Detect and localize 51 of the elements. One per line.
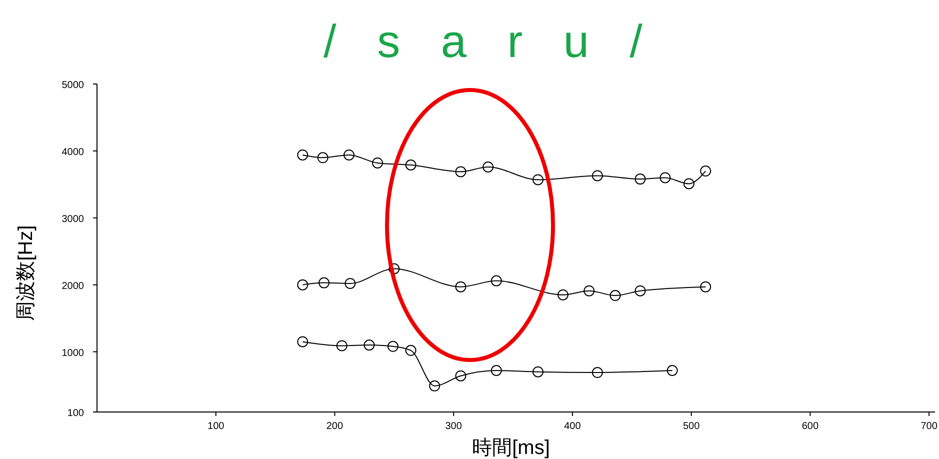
point: [372, 157, 384, 168]
point: [297, 336, 308, 348]
y-tick-label: 100: [67, 408, 84, 419]
x-tick-label: 300: [445, 421, 462, 432]
x-tick-label: 100: [208, 421, 225, 432]
x-tick-label: 400: [564, 421, 582, 432]
point: [490, 365, 502, 376]
point: [592, 367, 603, 378]
point: [700, 166, 712, 177]
point: [387, 340, 398, 352]
point: [405, 159, 416, 170]
y-tick-label: 3000: [62, 214, 84, 225]
point: [532, 366, 544, 378]
point: [455, 166, 466, 178]
point: [405, 344, 416, 356]
y-tick-label: 1000: [62, 348, 84, 359]
point: [634, 174, 646, 185]
x-axis-title: 時間[ms]: [472, 437, 550, 459]
point: [344, 278, 356, 289]
point: [666, 365, 678, 376]
chart-title: / s a r u /: [324, 15, 656, 67]
x-tick-label: 600: [802, 421, 819, 432]
point: [297, 279, 308, 290]
point: [429, 380, 440, 392]
y-axis-title: 周波数[Hz]: [15, 225, 37, 321]
x-tick-label: 700: [920, 421, 938, 432]
point: [343, 149, 354, 160]
point: [297, 149, 308, 160]
x-tick-label: 200: [326, 421, 344, 432]
point: [336, 340, 348, 352]
point: [700, 281, 712, 292]
point: [455, 370, 466, 382]
point: [490, 275, 502, 286]
point: [482, 162, 494, 173]
point: [455, 281, 466, 292]
y-tick-label: 2000: [62, 280, 84, 292]
point: [660, 172, 671, 184]
x-tick-label: 500: [682, 421, 700, 432]
point: [364, 340, 375, 351]
point: [683, 178, 694, 190]
point: [592, 170, 603, 182]
point: [318, 277, 330, 288]
point: [557, 289, 568, 300]
point: [317, 152, 328, 164]
point: [388, 263, 400, 274]
point: [584, 285, 595, 296]
point: [532, 174, 544, 186]
y-tick-label: 5000: [62, 80, 84, 91]
point: [634, 285, 646, 296]
point: [610, 290, 621, 302]
y-tick-label: 4000: [62, 146, 84, 158]
